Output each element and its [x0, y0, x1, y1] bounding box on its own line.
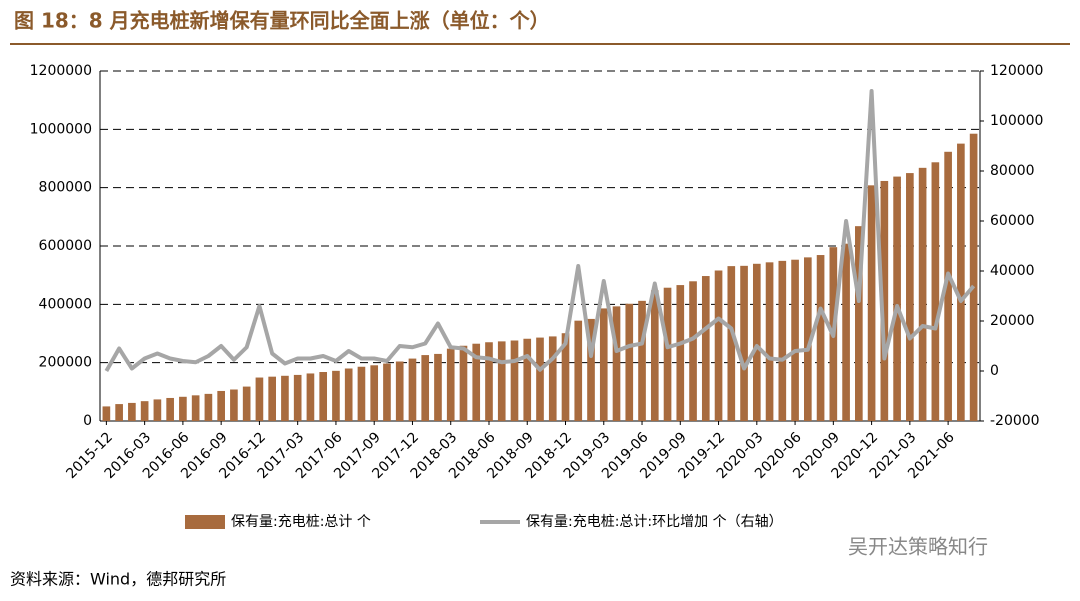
- bar: [969, 133, 978, 422]
- bar: [153, 399, 162, 421]
- bar: [408, 358, 417, 421]
- bar: [166, 397, 174, 421]
- y2-tick-label: 20000: [990, 313, 1035, 329]
- bar: [701, 276, 710, 421]
- y-tick-label: 1000000: [30, 121, 92, 137]
- bar: [446, 348, 455, 421]
- bar: [638, 300, 646, 421]
- bar: [357, 366, 366, 421]
- chart-title: 图 18：8 月充电桩新增保有量环同比全面上涨（单位：个）: [14, 9, 550, 33]
- bar: [650, 290, 659, 421]
- bar: [281, 375, 289, 421]
- bar: [497, 341, 506, 421]
- bar: [855, 226, 863, 421]
- bar: [740, 265, 748, 421]
- bar: [574, 320, 583, 421]
- bar: [204, 393, 213, 421]
- y-tick-label: 800000: [39, 180, 92, 196]
- bar: [880, 180, 889, 421]
- bar: [548, 336, 557, 421]
- y2-tick-label: 80000: [990, 163, 1035, 179]
- y-tick-label: 400000: [39, 296, 92, 312]
- bar: [344, 368, 353, 421]
- bar: [421, 355, 430, 421]
- bar: [599, 308, 608, 421]
- bar: [561, 333, 570, 421]
- bar: [587, 318, 595, 421]
- line: [104, 89, 976, 372]
- bar: [242, 386, 251, 421]
- bar: [944, 151, 952, 421]
- legend-label: 保有量:充电桩:总计 个: [231, 513, 371, 530]
- y2-tick-label: 40000: [990, 263, 1035, 279]
- y-tick-label: 1200000: [30, 63, 92, 79]
- bar: [115, 404, 123, 421]
- bar: [395, 361, 404, 421]
- bar: [459, 345, 468, 421]
- bar: [217, 390, 225, 421]
- bar: [625, 303, 634, 421]
- y-tick-label: 200000: [39, 355, 92, 371]
- bar: [536, 337, 544, 421]
- bar: [485, 342, 493, 421]
- watermark: 吴开达策略知行: [848, 535, 988, 559]
- bar: [255, 377, 264, 421]
- bar: [893, 176, 901, 421]
- bar: [523, 338, 532, 421]
- bar: [714, 270, 723, 421]
- bar: [230, 389, 238, 421]
- bar: [383, 363, 391, 421]
- legend-swatch: [185, 515, 225, 529]
- bar: [765, 262, 774, 421]
- y2-tick-label: 100000: [990, 113, 1043, 129]
- source: 资料来源：Wind，德邦研究所: [10, 570, 226, 589]
- bar: [191, 395, 200, 421]
- bar: [128, 402, 136, 421]
- bar: [140, 401, 149, 421]
- y2-tick-label: 0: [990, 363, 999, 379]
- bar: [179, 396, 187, 421]
- bar: [612, 306, 621, 421]
- bar: [906, 173, 914, 421]
- legend-label: 保有量:充电桩:总计:环比增加 个（右轴）: [526, 513, 783, 530]
- bar: [752, 263, 761, 421]
- bar: [102, 406, 111, 421]
- bar: [663, 287, 672, 421]
- bar: [293, 374, 302, 421]
- bar: [867, 185, 876, 421]
- bar: [689, 281, 697, 421]
- bar: [727, 266, 736, 421]
- bar: [791, 259, 799, 421]
- bar: [931, 162, 940, 421]
- bar: [804, 257, 812, 421]
- bar: [842, 243, 850, 421]
- bar: [370, 365, 379, 421]
- y2-tick-label: -20000: [990, 413, 1040, 429]
- y-tick-label: 600000: [39, 238, 92, 254]
- bar: [472, 343, 481, 421]
- y2-tick-label: 60000: [990, 213, 1035, 229]
- bar: [676, 285, 685, 421]
- bar: [816, 255, 825, 421]
- bar: [957, 143, 965, 421]
- bar: [434, 353, 442, 421]
- bar: [319, 372, 328, 421]
- bar: [778, 260, 787, 421]
- bar: [918, 167, 927, 421]
- y-tick-label: 0: [83, 413, 92, 429]
- bar: [268, 376, 276, 421]
- bar: [332, 370, 340, 421]
- bar: [306, 373, 315, 421]
- y2-tick-label: 120000: [990, 63, 1043, 79]
- bar: [510, 340, 519, 421]
